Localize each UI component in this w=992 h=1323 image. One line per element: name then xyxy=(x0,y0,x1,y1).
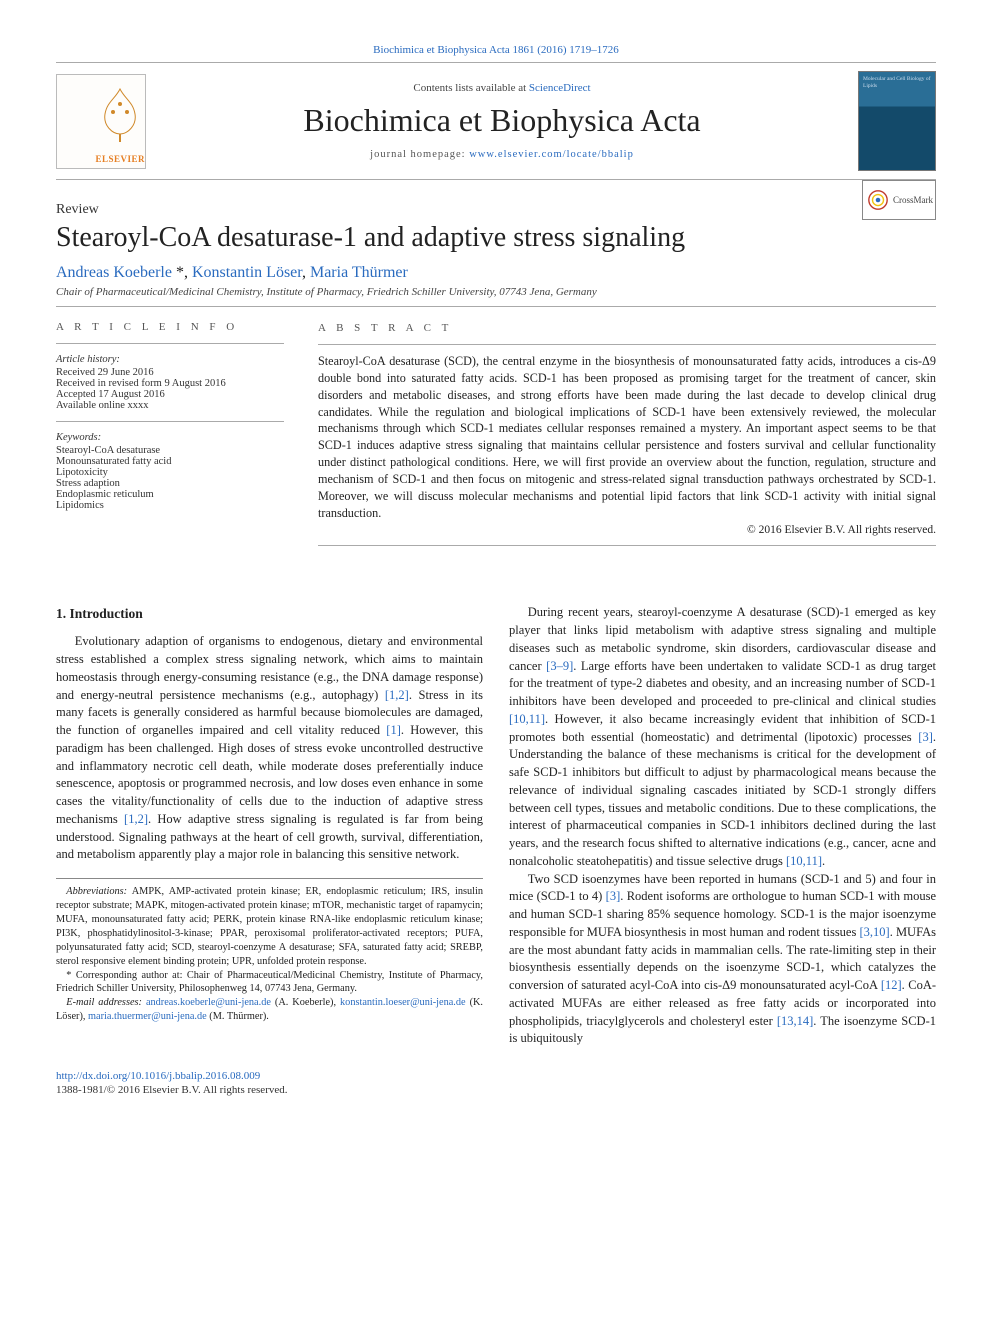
emails-label: E-mail addresses: xyxy=(66,997,142,1008)
author-mark: * xyxy=(172,264,184,281)
footnotes-block: Abbreviations: AMPK, AMP-activated prote… xyxy=(56,878,483,1024)
crossmark-badge[interactable]: CrossMark xyxy=(862,180,936,220)
history-item: Received in revised form 9 August 2016 xyxy=(56,378,284,389)
keyword: Monounsaturated fatty acid xyxy=(56,456,284,467)
abbrev-label: Abbreviations: xyxy=(66,886,127,897)
author-affiliation: Chair of Pharmaceutical/Medicinal Chemis… xyxy=(56,286,936,298)
elsevier-wordmark: ELSEVIER xyxy=(95,154,145,168)
journal-cover-thumbnail: Molecular and Cell Biology of Lipids xyxy=(858,71,936,171)
history-item: Available online xxxx xyxy=(56,400,284,411)
contents-lists-line: Contents lists available at ScienceDirec… xyxy=(162,82,842,94)
history-item: Accepted 17 August 2016 xyxy=(56,389,284,400)
crossmark-icon xyxy=(867,189,889,211)
email-who: (M. Thürmer). xyxy=(207,1011,269,1022)
author-link[interactable]: Andreas Koeberle xyxy=(56,264,172,281)
sciencedirect-link[interactable]: ScienceDirect xyxy=(529,82,591,94)
author-list: Andreas Koeberle *, Konstantin Löser, Ma… xyxy=(56,264,936,282)
contents-prefix: Contents lists available at xyxy=(413,82,528,94)
journal-masthead: ELSEVIER Contents lists available at Sci… xyxy=(56,62,936,180)
body-paragraph: Evolutionary adaption of organisms to en… xyxy=(56,633,483,864)
author-link[interactable]: Maria Thürmer xyxy=(310,264,408,281)
emails-footnote: E-mail addresses: andreas.koeberle@uni-j… xyxy=(56,996,483,1024)
citation-link[interactable]: [3] xyxy=(918,730,933,744)
elsevier-tree-icon xyxy=(95,84,145,144)
divider xyxy=(56,306,936,307)
text-run: . However, this paradigm has been challe… xyxy=(56,723,483,826)
corresponding-author-footnote: * Corresponding author at: Chair of Phar… xyxy=(56,969,483,997)
author-link[interactable]: Konstantin Löser xyxy=(192,264,302,281)
crossmark-label: CrossMark xyxy=(893,195,933,205)
homepage-prefix: journal homepage: xyxy=(370,149,469,160)
citation-link[interactable]: [1,2] xyxy=(124,812,148,826)
keyword: Stress adaption xyxy=(56,478,284,489)
email-link[interactable]: konstantin.loeser@uni-jena.de xyxy=(340,997,466,1008)
article-title: Stearoyl-CoA desaturase-1 and adaptive s… xyxy=(56,222,936,254)
text-run: . Large efforts have been undertaken to … xyxy=(509,659,936,709)
journal-homepage-line: journal homepage: www.elsevier.com/locat… xyxy=(162,149,842,160)
article-history-label: Article history: xyxy=(56,354,284,365)
text-run: . xyxy=(822,854,825,868)
abstract-text: Stearoyl-CoA desaturase (SCD), the centr… xyxy=(318,353,936,521)
article-info-column: A R T I C L E I N F O Article history: R… xyxy=(56,321,284,554)
journal-homepage-link[interactable]: www.elsevier.com/locate/bbalip xyxy=(469,149,634,160)
abstract-copyright: © 2016 Elsevier B.V. All rights reserved… xyxy=(318,523,936,539)
body-paragraph: Two SCD isoenzymes have been reported in… xyxy=(509,871,936,1049)
abbrev-text: AMPK, AMP-activated protein kinase; ER, … xyxy=(56,886,483,966)
doi-link[interactable]: http://dx.doi.org/10.1016/j.bbalip.2016.… xyxy=(56,1070,260,1082)
text-run: . Understanding the balance of these mec… xyxy=(509,730,936,868)
abstract-column: A B S T R A C T Stearoyl-CoA desaturase … xyxy=(318,321,936,554)
cover-thumb-text: Molecular and Cell Biology of Lipids xyxy=(863,76,931,89)
citation-link[interactable]: [1] xyxy=(386,723,401,737)
citation-link[interactable]: [10,11] xyxy=(786,854,822,868)
article-info-heading: A R T I C L E I N F O xyxy=(56,321,284,333)
citation-link[interactable]: [12] xyxy=(881,978,902,992)
keyword: Endoplasmic reticulum xyxy=(56,489,284,500)
keyword: Stearoyl-CoA desaturase xyxy=(56,445,284,456)
text-run: . However, it also became increasingly e… xyxy=(509,712,936,744)
body-paragraph: During recent years, stearoyl-coenzyme A… xyxy=(509,604,936,870)
keywords-label: Keywords: xyxy=(56,432,284,443)
keyword: Lipidomics xyxy=(56,500,284,511)
elsevier-logo: ELSEVIER xyxy=(56,74,146,169)
email-link[interactable]: andreas.koeberle@uni-jena.de xyxy=(146,997,271,1008)
abbreviations-footnote: Abbreviations: AMPK, AMP-activated prote… xyxy=(56,885,483,968)
history-item: Received 29 June 2016 xyxy=(56,367,284,378)
email-who: (A. Koeberle), xyxy=(271,997,340,1008)
citation-link[interactable]: [10,11] xyxy=(509,712,545,726)
article-type: Review xyxy=(56,202,936,218)
issn-copyright: 1388-1981/© 2016 Elsevier B.V. All right… xyxy=(56,1084,936,1096)
citation-link[interactable]: [3–9] xyxy=(546,659,573,673)
journal-name: Biochimica et Biophysica Acta xyxy=(162,102,842,139)
abstract-heading: A B S T R A C T xyxy=(318,321,936,336)
citation-link[interactable]: [3] xyxy=(606,889,621,903)
keyword: Lipotoxicity xyxy=(56,467,284,478)
page-footer: http://dx.doi.org/10.1016/j.bbalip.2016.… xyxy=(56,1070,936,1096)
email-link[interactable]: maria.thuermer@uni-jena.de xyxy=(88,1011,207,1022)
citation-link[interactable]: [13,14] xyxy=(777,1014,813,1028)
top-citation: Biochimica et Biophysica Acta 1861 (2016… xyxy=(56,44,936,56)
citation-link[interactable]: [1,2] xyxy=(385,688,409,702)
citation-link[interactable]: [3,10] xyxy=(859,925,889,939)
section-heading: 1. Introduction xyxy=(56,604,483,623)
body-text: 1. Introduction Evolutionary adaption of… xyxy=(56,604,936,1048)
